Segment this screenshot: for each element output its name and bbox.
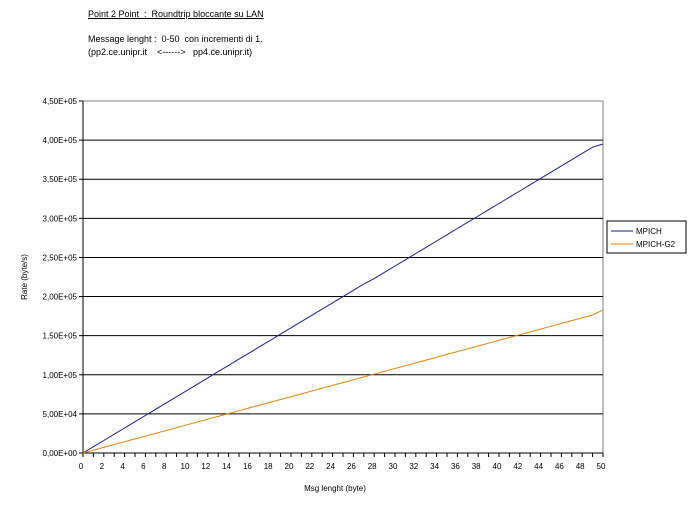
y-tick-label: 5,00E+04 bbox=[43, 410, 78, 419]
y-tick-label: 2,00E+05 bbox=[43, 293, 78, 302]
x-tick-label: 0 bbox=[79, 462, 84, 471]
y-tick-label: 4,50E+05 bbox=[43, 97, 78, 106]
series-line-mpich bbox=[82, 143, 604, 454]
x-tick-label: 18 bbox=[264, 462, 273, 471]
x-tick-label: 6 bbox=[141, 462, 146, 471]
x-tick-label: 34 bbox=[430, 462, 439, 471]
series-line-mpich-g2 bbox=[82, 309, 604, 454]
x-tick-label: 26 bbox=[347, 462, 356, 471]
x-tick-label: 46 bbox=[555, 462, 564, 471]
legend bbox=[606, 220, 687, 254]
x-tick-label: 10 bbox=[181, 462, 190, 471]
x-tick-label: 12 bbox=[201, 462, 210, 471]
subtitle-message-length: Message lenght : 0-50 con incrementi di … bbox=[88, 34, 263, 44]
chart-title: Point 2 Point : Roundtrip bloccante su L… bbox=[88, 9, 264, 19]
x-tick-label: 36 bbox=[451, 462, 460, 471]
x-tick-label: 48 bbox=[576, 462, 585, 471]
x-tick-label: 22 bbox=[305, 462, 314, 471]
x-tick-label: 24 bbox=[326, 462, 335, 471]
y-tick-label: 1,00E+05 bbox=[43, 371, 78, 380]
plot-area bbox=[82, 100, 604, 454]
legend-label-mpich: MPICH bbox=[636, 227, 662, 236]
y-tick-label: 4,00E+05 bbox=[43, 136, 78, 145]
x-tick-label: 16 bbox=[243, 462, 252, 471]
y-axis-title: Rate (byte/s) bbox=[20, 254, 29, 300]
x-tick-label: 42 bbox=[513, 462, 522, 471]
x-tick-label: 32 bbox=[409, 462, 418, 471]
x-tick-label: 4 bbox=[120, 462, 125, 471]
y-tick-label: 3,00E+05 bbox=[43, 214, 78, 223]
y-tick-label: 2,50E+05 bbox=[43, 253, 78, 262]
y-tick-label: 1,50E+05 bbox=[43, 332, 78, 341]
x-tick-label: 40 bbox=[493, 462, 502, 471]
x-tick-label: 28 bbox=[368, 462, 377, 471]
x-tick-label: 20 bbox=[285, 462, 294, 471]
x-tick-label: 30 bbox=[389, 462, 398, 471]
legend-label-mpich-g2: MPICH-G2 bbox=[636, 240, 676, 249]
x-axis-title: Msg lenght (byte) bbox=[304, 484, 366, 493]
x-tick-label: 8 bbox=[162, 462, 167, 471]
x-tick-label: 50 bbox=[597, 462, 606, 471]
y-tick-label: 3,50E+05 bbox=[43, 175, 78, 184]
x-tick-label: 2 bbox=[100, 462, 105, 471]
x-tick-label: 38 bbox=[472, 462, 481, 471]
x-tick-label: 44 bbox=[534, 462, 543, 471]
y-tick-label: 0,00E+00 bbox=[43, 449, 78, 458]
subtitle-hosts: (pp2.ce.unipr.it <------> pp4.ce.unipr.i… bbox=[88, 47, 253, 57]
x-tick-label: 14 bbox=[222, 462, 231, 471]
